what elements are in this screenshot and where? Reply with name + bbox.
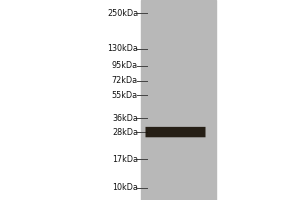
Text: 72kDa: 72kDa [112, 76, 138, 85]
Text: 250kDa: 250kDa [107, 9, 138, 18]
Text: 28kDa: 28kDa [112, 128, 138, 137]
Text: 10kDa: 10kDa [112, 183, 138, 192]
Bar [141, 0, 216, 200]
Text: 130kDa: 130kDa [107, 44, 138, 53]
FancyBboxPatch shape [146, 127, 206, 137]
Text: 55kDa: 55kDa [112, 91, 138, 100]
Text: 95kDa: 95kDa [112, 61, 138, 70]
Text: 36kDa: 36kDa [112, 114, 138, 123]
Text: 17kDa: 17kDa [112, 155, 138, 164]
